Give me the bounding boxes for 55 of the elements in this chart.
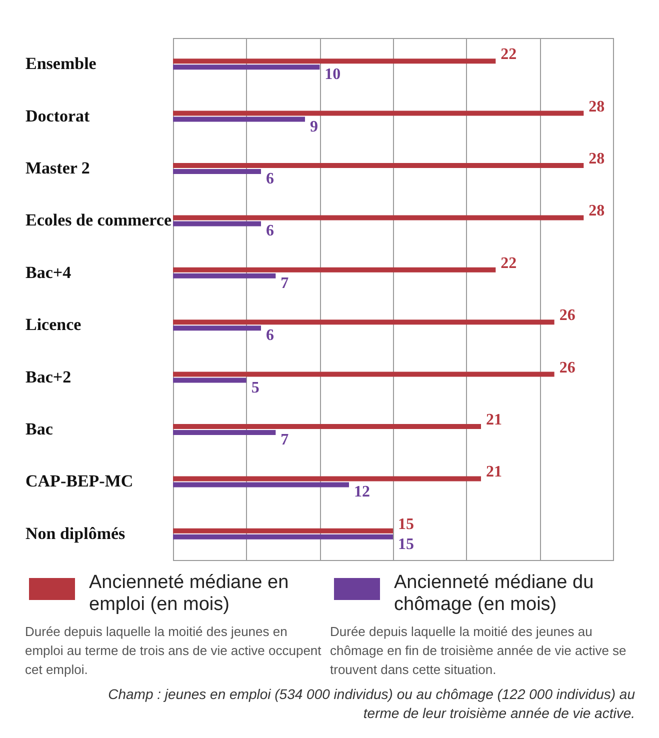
bar: [173, 169, 261, 174]
data-label: 22: [500, 46, 517, 64]
bar: [173, 221, 261, 226]
data-label: 5: [251, 379, 260, 396]
bar: [173, 430, 276, 435]
bar: [173, 528, 393, 534]
data-label: 26: [559, 307, 576, 324]
legend-label: Ancienneté médiane du chômage (en mois): [394, 572, 595, 616]
bar: [173, 273, 276, 278]
y-tick-label: Bac+2: [26, 367, 72, 386]
y-tick-label: Ecoles de commerce: [26, 210, 172, 230]
data-label: 21: [486, 412, 502, 428]
y-tick-label: Licence: [26, 315, 82, 334]
bar: [173, 424, 481, 429]
text: Durée depuis laquelle la moitié des jeunes en emploi au terme de trois ans de vie active occupent cet emploi.: [25, 623, 322, 679]
data-label: 15: [398, 536, 414, 553]
data-label: 6: [266, 327, 274, 344]
y-tick-label: Doctorat: [26, 106, 90, 126]
data-label: 7: [280, 432, 289, 448]
bar: [173, 326, 261, 331]
data-label: 28: [588, 150, 605, 168]
bar: [173, 267, 496, 272]
data-label: 6: [266, 222, 274, 240]
bar: [173, 482, 349, 488]
y-tick-label: Non diplômés: [26, 524, 126, 543]
data-label: 28: [588, 202, 605, 220]
bar: [173, 58, 496, 64]
bar: [173, 320, 554, 325]
data-label: 22: [500, 254, 517, 272]
data-label: 9: [310, 118, 318, 136]
bar: [173, 116, 305, 122]
data-label: 21: [486, 464, 502, 481]
data-label: 12: [354, 484, 370, 501]
data-label: 28: [588, 98, 605, 116]
data-label: 10: [324, 66, 341, 84]
y-tick-label: CAP-BEP-MC: [26, 472, 134, 491]
bar: [173, 372, 554, 377]
y-tick-label: Master 2: [26, 158, 90, 178]
bar: [173, 476, 481, 482]
text: Durée depuis laquelle la moitié des jeunes au chômage en fin de troisième année de vie active se trouvent dans cette situation.: [330, 623, 628, 679]
y-tick-label: Ensemble: [26, 54, 97, 74]
text: Champ : jeunes en emploi (534 000 individus) ou au chômage (122 000 individus) au terme de leur troisième année de vie active.: [107, 685, 635, 723]
data-label: 7: [280, 274, 289, 292]
bar: [173, 215, 584, 220]
y-tick-label: Bac+4: [26, 262, 72, 282]
legend-label: Ancienneté médiane en emploi (en mois): [89, 572, 290, 616]
bar: [173, 110, 584, 116]
data-label: 6: [266, 170, 274, 188]
bar: [173, 378, 246, 383]
bar: [173, 64, 320, 70]
bar: [173, 163, 584, 168]
data-label: 26: [559, 359, 576, 376]
bar: [173, 534, 393, 540]
y-tick-label: Bac: [26, 420, 54, 438]
data-label: 15: [398, 516, 414, 533]
